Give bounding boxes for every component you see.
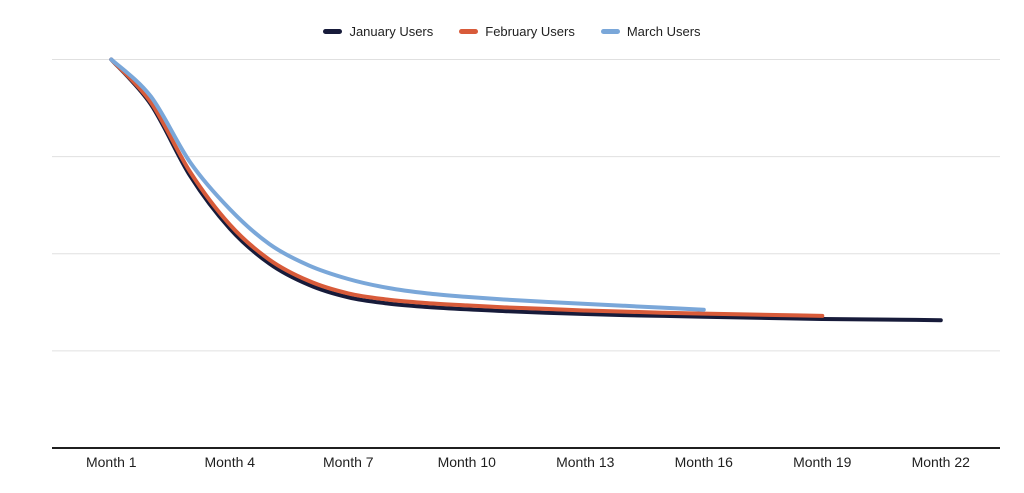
x-tick-label-month-7: Month 7 xyxy=(323,454,374,470)
series-line-january-users xyxy=(109,57,943,323)
legend-label: March Users xyxy=(626,24,701,39)
legend-label: January Users xyxy=(349,24,434,39)
chart-legend: January Users February Users March Users xyxy=(0,24,1024,39)
x-tick-label-month-13: Month 13 xyxy=(556,454,615,470)
x-tick-label-month-4: Month 4 xyxy=(204,454,255,470)
legend-item-march-users: March Users xyxy=(600,24,701,39)
x-tick-label-month-16: Month 16 xyxy=(675,454,734,470)
legend-label: February Users xyxy=(485,24,575,39)
series-line-february-users xyxy=(109,57,825,318)
x-tick-label-month-22: Month 22 xyxy=(912,454,971,470)
x-tick-label-month-1: Month 1 xyxy=(86,454,137,470)
legend-swatch-march-users xyxy=(600,29,620,34)
legend-swatch-january-users xyxy=(323,29,343,34)
x-tick-label-month-10: Month 10 xyxy=(438,454,497,470)
x-tick-label-month-19: Month 19 xyxy=(793,454,852,470)
legend-swatch-february-users xyxy=(459,29,479,34)
legend-item-february-users: February Users xyxy=(459,24,575,39)
series-line-march-users xyxy=(109,57,706,312)
legend-item-january-users: January Users xyxy=(323,24,433,39)
